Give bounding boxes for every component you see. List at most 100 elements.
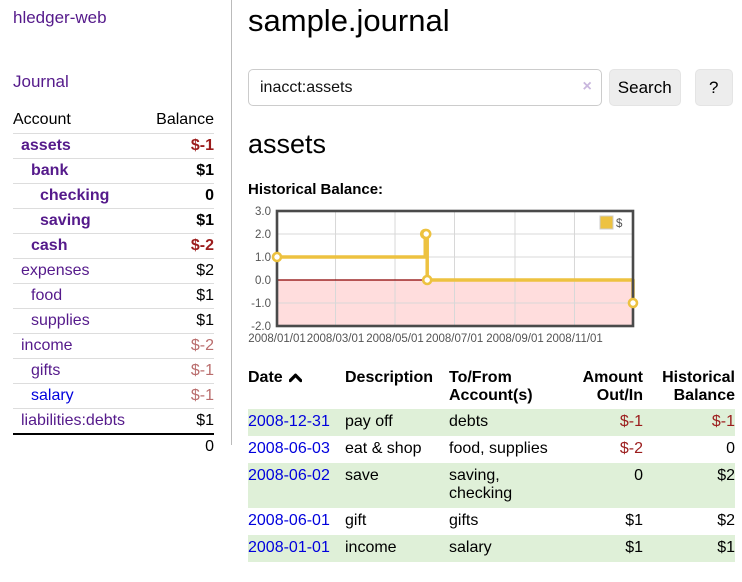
svg-text:1.0: 1.0 [255,252,271,264]
column-header-accounts: To/From Account(s) [449,369,533,404]
transaction-balance: $-1 [643,409,735,436]
account-row: income $-2 [13,333,214,359]
transaction-balance: $2 [643,463,735,508]
transaction-description: income [345,535,449,562]
register-header-row: Date Description To/From Account(s) Amou… [248,367,735,409]
account-row: expenses $2 [13,258,214,284]
transaction-amount: $-2 [619,440,643,457]
svg-text:2008/07/01: 2008/07/01 [426,333,484,345]
transaction-date-link[interactable]: 2008-06-03 [248,440,330,457]
search-input[interactable] [248,69,602,106]
transaction-amount: 0 [567,463,643,508]
account-link-income[interactable]: income [21,337,73,354]
account-row: bank $1 [13,158,214,184]
transaction-description: gift [345,512,367,529]
clear-search-icon[interactable]: × [582,78,592,95]
account-row: checking 0 [13,183,214,209]
account-link-supplies[interactable]: supplies [31,312,90,329]
account-balance: $-2 [145,333,214,359]
column-header-amount: Amount Out/In [582,369,643,404]
account-balance: $1 [145,158,214,184]
account-link-expenses[interactable]: expenses [21,262,90,279]
transaction-description: pay off [345,409,449,436]
column-header-date[interactable]: Date [248,367,345,409]
balance-column-header: Balance [145,109,214,134]
account-balance: $-2 [145,233,214,259]
account-link-gifts[interactable]: gifts [31,362,61,379]
svg-text:2008/09/01: 2008/09/01 [486,333,544,345]
account-link-assets[interactable]: assets [21,137,71,154]
transaction-date-link[interactable]: 2008-06-02 [248,467,330,484]
accounts-total-balance: 0 [145,433,214,459]
account-row: gifts $-1 [13,358,214,384]
transaction-date-link[interactable]: 2008-01-01 [248,539,330,556]
transaction-description: save [345,463,449,508]
register-row: 2008-06-03 eat & shop food, supplies $-2… [248,436,735,463]
account-row: food $1 [13,283,214,309]
account-link-salary[interactable]: salary [31,387,74,404]
transaction-accounts: food, supplies [449,440,548,457]
account-link-food[interactable]: food [31,287,63,304]
account-row: supplies $1 [13,308,214,334]
transaction-amount: $-1 [567,409,643,436]
main-content: sample.journal × Search ? assets Histori… [232,0,741,582]
app-title-link[interactable]: hledger-web [13,8,107,27]
svg-text:0.0: 0.0 [255,275,271,287]
transaction-balance: 0 [726,440,735,457]
account-link-bank[interactable]: bank [31,162,69,179]
transaction-accounts: debts [449,409,567,436]
accounts-table: Account Balance assets $-1 bank $1 check… [13,109,214,459]
transaction-accounts: salary [449,535,567,562]
sidebar: hledger-web Journal Account Balance asse… [0,0,232,459]
register-row: 2008-06-01 gift gifts $1 $2 [248,508,735,535]
account-link-liabilities-debts[interactable]: liabilities:debts [21,412,126,429]
svg-text:2008/11/01: 2008/11/01 [546,333,603,345]
register-row: 2008-06-02 save saving, checking 0 $2 [248,463,735,508]
transaction-accounts: gifts [449,512,479,529]
search-button[interactable]: Search [608,69,681,106]
chevron-up-icon [288,370,303,388]
account-link-checking[interactable]: checking [40,187,110,204]
transaction-amount: $1 [625,512,643,529]
column-header-balance: Historical Balance [662,369,735,404]
search-form: × Search ? [248,69,733,106]
svg-text:-1.0: -1.0 [251,298,271,310]
svg-text:$: $ [616,218,623,230]
account-link-saving[interactable]: saving [40,212,91,229]
account-row: assets $-1 [13,133,214,159]
account-row: salary $-1 [13,383,214,409]
account-balance: $2 [145,258,214,284]
sidebar-item-journal[interactable]: Journal [13,72,69,91]
account-link-cash[interactable]: cash [31,237,68,254]
account-balance: $-1 [145,358,214,384]
account-row: cash $-2 [13,233,214,259]
register-table: Date Description To/From Account(s) Amou… [248,367,735,562]
transaction-date-link[interactable]: 2008-12-31 [248,413,330,430]
account-balance: $1 [145,408,214,435]
accounts-total-row: 0 [13,433,214,459]
svg-text:2008/01/01: 2008/01/01 [248,333,306,345]
transaction-balance: $1 [643,535,735,562]
account-balance: 0 [145,183,214,209]
chart-section-label: Historical Balance: [248,181,384,198]
account-column-header: Account [13,109,146,134]
historical-balance-chart: 3.0 2.0 1.0 0.0 -1.0 -2.0 2008/01/01 2008/03/01… [248,203,733,353]
account-row: liabilities:debts $1 [13,408,214,435]
register-row: 2008-01-01 income salary $1 $1 [248,535,735,562]
transaction-date-link[interactable]: 2008-06-01 [248,512,330,529]
account-balance: $1 [145,283,214,309]
transaction-balance: $2 [717,512,735,529]
svg-text:2008/05/01: 2008/05/01 [366,333,424,345]
transaction-amount: $1 [567,535,643,562]
svg-text:2.0: 2.0 [255,229,271,241]
transaction-accounts: saving, checking [449,463,567,508]
column-header-description: Description [345,369,434,386]
account-balance: $1 [145,308,214,334]
account-row: saving $1 [13,208,214,234]
page-title: sample.journal [248,3,450,38]
svg-text:2008/03/01: 2008/03/01 [307,333,365,345]
account-balance: $-1 [145,383,214,409]
help-button[interactable]: ? [694,69,733,106]
svg-text:-2.0: -2.0 [251,321,271,333]
